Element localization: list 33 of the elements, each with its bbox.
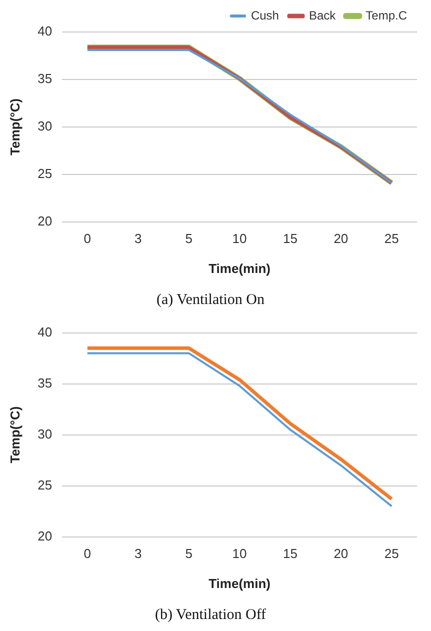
x-tick-label: 20: [334, 546, 348, 562]
x-tick-label: 5: [185, 231, 192, 246]
x-tick-label: 3: [134, 546, 142, 562]
y-tick-label: 20: [38, 213, 52, 228]
x-tick-label: 15: [283, 546, 298, 562]
x-tick-label: 15: [283, 231, 298, 246]
y-tick-label: 30: [38, 426, 52, 442]
x-tick-label: 25: [384, 546, 399, 562]
y-tick-label: 35: [38, 71, 52, 86]
y-tick-label: 25: [38, 166, 52, 181]
x-tick-label: 10: [232, 546, 247, 562]
y-tick-label: 40: [38, 324, 52, 340]
legend-label: Cush: [250, 8, 279, 22]
y-tick-label: 35: [38, 375, 52, 390]
x-tick-label: 10: [232, 231, 247, 246]
text: (b) Ventilation Off: [154, 606, 266, 623]
y-tick-label: 40: [38, 24, 52, 39]
y-tick-label: 20: [38, 528, 52, 544]
x-tick-label: 3: [134, 231, 142, 246]
x-axis-title: Time(min): [208, 260, 270, 276]
y-tick-label: 25: [38, 477, 52, 492]
x-tick-label: 20: [334, 231, 348, 246]
legend-label: Back: [308, 8, 337, 22]
y-axis-title: Temp(°C): [7, 406, 22, 464]
text: (a) Ventilation On: [156, 292, 266, 308]
legend-label: Temp.C: [366, 8, 408, 22]
x-axis-title: Time(min): [208, 576, 270, 591]
x-tick-label: 0: [84, 546, 92, 562]
x-tick-label: 25: [384, 231, 399, 246]
x-tick-label: 0: [84, 231, 92, 246]
y-axis-title: Temp(°C): [7, 98, 22, 156]
x-tick-label: 5: [185, 546, 192, 562]
y-tick-label: 30: [38, 118, 52, 134]
